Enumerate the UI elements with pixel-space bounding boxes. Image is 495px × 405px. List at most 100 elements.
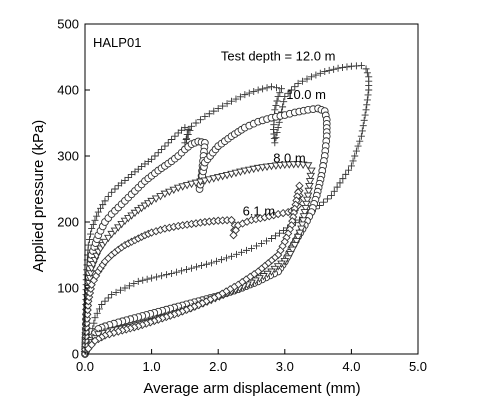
plus-marker — [263, 84, 271, 92]
plus-marker — [130, 280, 138, 288]
y-tick-label: 0 — [72, 347, 79, 362]
triangle-marker — [307, 167, 316, 175]
plus-marker — [94, 208, 102, 216]
triangle-marker — [299, 213, 309, 221]
y-axis-title: Applied pressure (kPa) — [30, 120, 47, 273]
diamond-marker — [227, 215, 236, 225]
plus-marker — [98, 301, 106, 308]
plus-marker — [171, 132, 179, 140]
plus-marker — [89, 220, 97, 228]
triangle-marker — [297, 225, 306, 233]
triangle-marker — [100, 238, 110, 247]
plus-marker — [112, 288, 120, 296]
triangle-marker — [292, 238, 301, 246]
plus-marker — [108, 291, 116, 299]
plus-marker — [274, 123, 282, 131]
plus-marker — [257, 239, 265, 247]
plus-marker — [134, 277, 142, 285]
plus-marker — [342, 170, 350, 178]
triangle-marker — [303, 162, 313, 170]
triangle-marker — [104, 234, 113, 243]
plus-marker — [281, 93, 289, 101]
diamond-marker — [81, 332, 91, 341]
plus-marker — [95, 305, 103, 313]
plus-marker — [271, 232, 279, 240]
triangle-marker — [156, 193, 165, 201]
plus-marker — [250, 88, 258, 96]
triangle-marker — [236, 168, 245, 177]
plus-marker — [357, 62, 365, 70]
plus-marker — [101, 197, 109, 205]
plus-marker — [287, 86, 295, 94]
triangle-marker — [303, 192, 313, 200]
test-id-label: HALP01 — [93, 35, 141, 50]
plus-marker — [111, 185, 119, 193]
triangle-marker — [94, 331, 103, 339]
plus-marker — [275, 118, 283, 126]
x-tick-label: 3.0 — [276, 359, 294, 374]
triangle-marker — [295, 229, 305, 238]
plus-marker — [274, 93, 282, 101]
plus-marker — [262, 237, 270, 245]
plot-frame — [84, 23, 419, 355]
plus-marker — [99, 201, 107, 209]
plus-marker — [323, 195, 331, 203]
triangle-marker — [305, 178, 315, 186]
plus-marker — [214, 104, 222, 112]
plus-marker — [345, 166, 353, 174]
triangle-marker — [147, 197, 156, 206]
plus-marker — [178, 267, 186, 275]
plus-marker — [365, 86, 373, 94]
plus-marker — [362, 65, 370, 73]
plus-marker — [361, 111, 369, 119]
plus-marker — [351, 152, 359, 160]
triangle-marker — [244, 166, 254, 175]
depth-annotation: 10.0 m — [286, 87, 326, 102]
plus-marker — [188, 122, 196, 130]
plus-marker — [223, 254, 231, 262]
plus-marker — [336, 179, 344, 187]
plus-marker — [90, 319, 98, 327]
triangle-marker — [209, 175, 219, 183]
triangle-marker — [218, 173, 227, 181]
y-tick-label: 400 — [57, 83, 79, 98]
plus-marker — [272, 134, 280, 142]
plus-marker — [188, 264, 196, 272]
triangle-marker — [200, 177, 210, 185]
plus-marker — [213, 257, 221, 265]
triangle-marker — [191, 179, 201, 188]
plus-marker — [299, 77, 307, 85]
plus-marker — [208, 259, 216, 267]
plus-marker — [254, 86, 262, 94]
plus-marker — [125, 282, 133, 290]
plus-marker — [312, 71, 320, 79]
plus-marker — [148, 155, 156, 163]
triangle-marker — [305, 182, 314, 191]
triangle-marker — [169, 186, 179, 195]
diamond-marker — [81, 327, 91, 337]
y-tick-label: 300 — [57, 149, 79, 164]
plus-marker — [277, 85, 285, 93]
plus-marker — [183, 266, 191, 274]
x-tick-label: 2.0 — [209, 359, 227, 374]
triangle-marker — [249, 165, 259, 174]
triangle-marker — [160, 190, 170, 199]
plus-marker — [362, 106, 370, 114]
plus-marker — [236, 93, 244, 101]
plus-marker — [272, 101, 280, 109]
triangle-marker — [107, 230, 116, 239]
plus-marker — [93, 212, 101, 220]
diamond-marker — [81, 336, 90, 345]
plus-marker — [354, 142, 362, 150]
triangle-marker — [304, 187, 314, 196]
plus-marker — [271, 139, 279, 147]
plus-marker — [241, 91, 249, 99]
plot-layer — [80, 62, 373, 359]
plus-marker — [330, 65, 338, 73]
series-10-0-m — [81, 104, 331, 358]
plus-marker — [193, 263, 201, 271]
plus-marker — [357, 132, 365, 140]
plus-marker — [259, 85, 267, 93]
plus-marker — [91, 216, 99, 224]
